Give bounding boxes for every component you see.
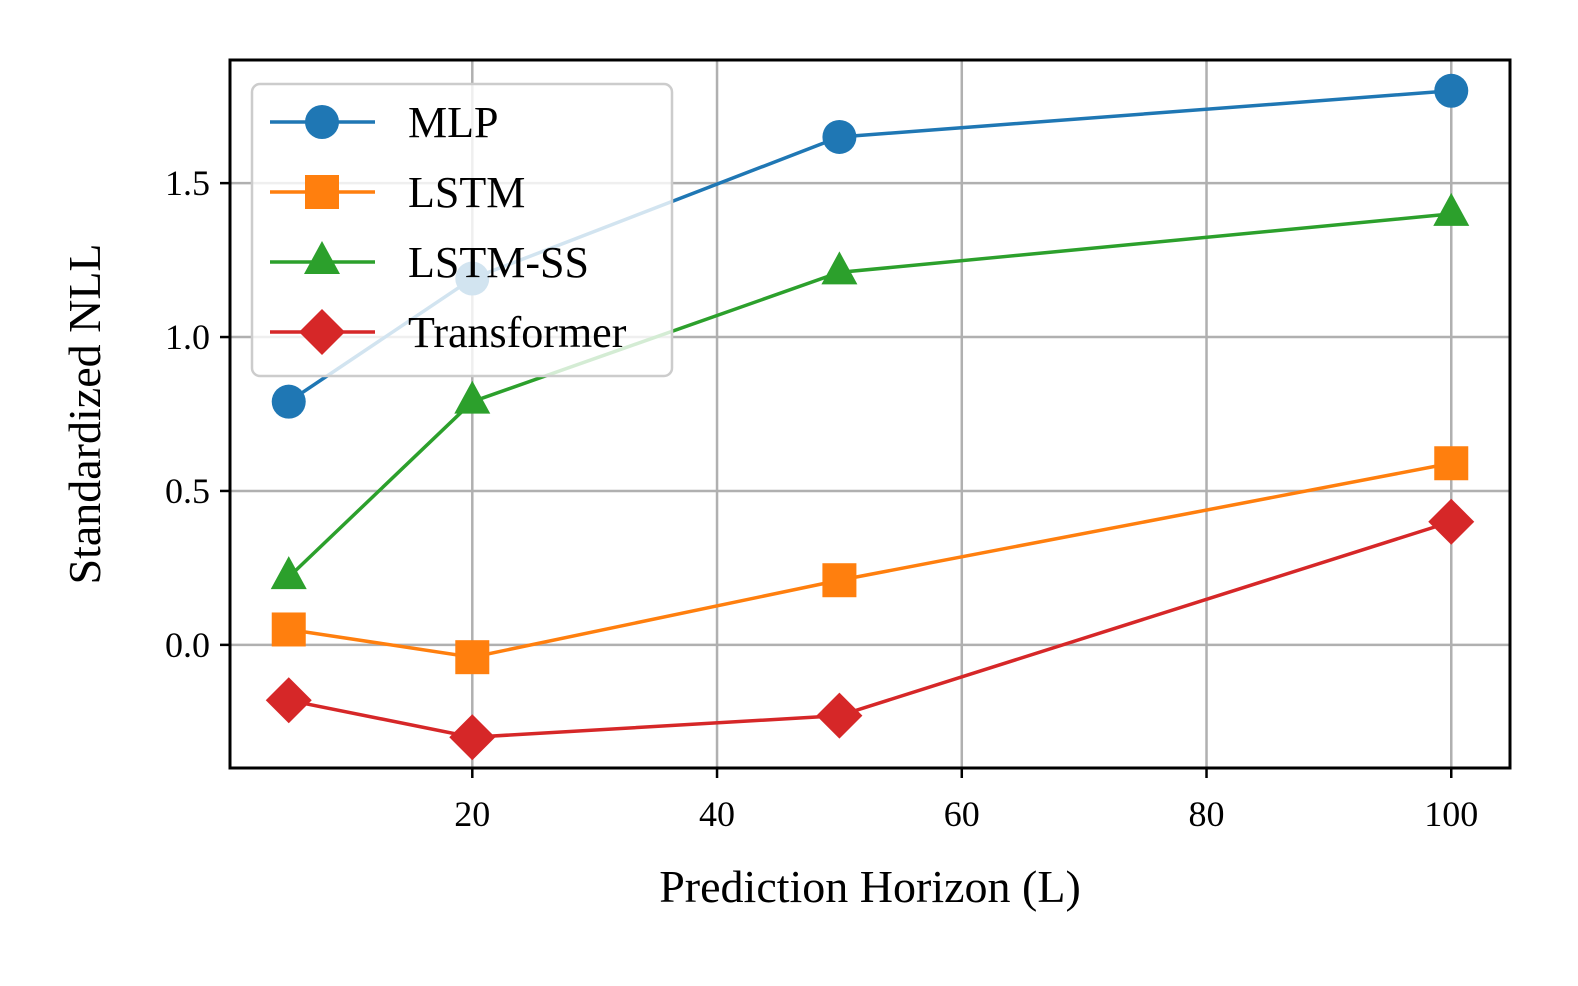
data-point-lstm-ss — [270, 556, 307, 590]
legend-item-lstm-ss: LSTM-SS — [270, 238, 589, 287]
data-point-lstm-ss — [454, 380, 491, 414]
legend-marker — [305, 105, 339, 139]
legend-item-mlp: MLP — [270, 98, 498, 147]
legend-box — [250, 82, 674, 378]
y-tick-label: 0.0 — [165, 625, 210, 665]
x-tick-label: 80 — [1189, 794, 1225, 834]
data-point-mlp — [271, 384, 306, 419]
data-point-lstm-ss — [821, 251, 858, 285]
data-point-lstm — [455, 640, 490, 675]
y-tick-label: 1.0 — [165, 317, 210, 357]
grid — [230, 60, 1510, 768]
x-axis-label: Prediction Horizon (L) — [659, 861, 1081, 912]
series-lstm — [271, 446, 1469, 675]
legend-label: MLP — [408, 98, 498, 147]
legend-marker — [304, 241, 340, 274]
x-tick-label: 20 — [454, 794, 490, 834]
ticks: 20 40 60 80 100 0.0 0.5 1.0 1.5 — [165, 163, 1478, 834]
legend-marker — [299, 309, 345, 355]
plot-frame — [228, 58, 1512, 770]
y-axis-label: Standardized NLL — [59, 243, 110, 584]
data-point-lstm — [1434, 446, 1469, 481]
series-line-lstm — [288, 461, 1452, 659]
data-point-lstm-ss — [1433, 192, 1470, 226]
data-point-lstm — [822, 563, 857, 598]
legend-marker — [305, 175, 339, 209]
legend-label: Transformer — [408, 308, 627, 357]
legend-item-lstm: LSTM — [270, 168, 525, 217]
series-transformer — [265, 498, 1475, 761]
legend-item-transformer: Transformer — [270, 308, 627, 357]
x-tick-label: 40 — [699, 794, 735, 834]
legend-label: LSTM — [408, 168, 525, 217]
y-tick-label: 0.5 — [165, 471, 210, 511]
data-point-transformer — [265, 677, 312, 724]
x-tick-label: 100 — [1424, 794, 1478, 834]
data-point-mlp — [822, 119, 857, 154]
legend: MLP LSTM LSTM-SS Transformer — [250, 82, 674, 378]
data-point-lstm — [271, 612, 306, 647]
legend-label: LSTM-SS — [408, 238, 589, 287]
data-point-transformer — [816, 692, 863, 739]
data-point-mlp — [1434, 73, 1469, 108]
series-line-transformer — [288, 520, 1452, 739]
data-point-transformer — [449, 714, 496, 761]
data-point-transformer — [1428, 498, 1475, 545]
x-tick-label: 60 — [944, 794, 980, 834]
y-tick-label: 1.5 — [165, 163, 210, 203]
